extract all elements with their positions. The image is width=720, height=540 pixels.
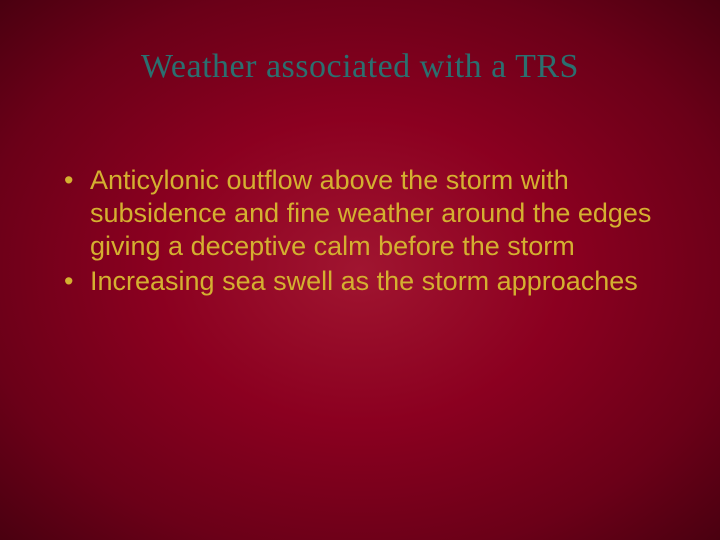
bullet-list: Anticylonic outflow above the storm with… — [0, 164, 720, 298]
bullet-item: Anticylonic outflow above the storm with… — [60, 164, 660, 263]
slide-title: Weather associated with a TRS — [0, 0, 720, 86]
bullet-item: Increasing sea swell as the storm approa… — [60, 265, 660, 298]
